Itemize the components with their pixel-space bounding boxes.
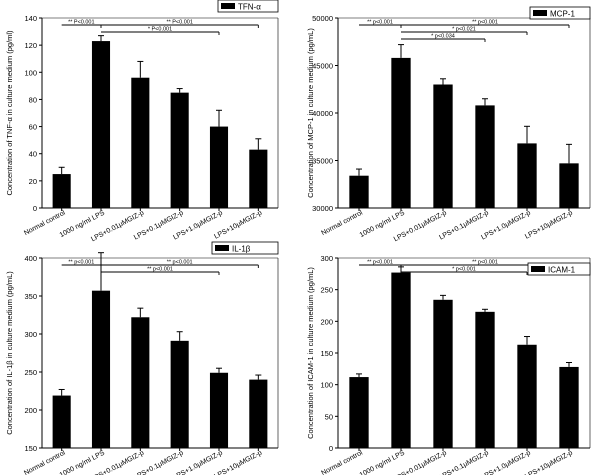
significance-label: ** P<0.001 [166,20,192,26]
x-tick-label: LPS+10μMGIZ-p [524,210,574,241]
bar [131,77,150,208]
significance-label: ** p<0.001 [147,267,173,273]
bar [559,366,579,448]
bar [349,175,369,208]
y-tick-label: 300 [320,254,333,263]
chart-panel-2: 150 200 250 300 350 400 Concentration of IL-1β… [5,241,279,475]
y-tick-label: 200 [24,406,37,415]
bar [131,317,150,448]
bar [475,311,495,448]
y-tick-label: 200 [320,317,333,326]
significance-label: ** P<0.001 [68,20,94,26]
significance-label: * p<0.021 [452,27,476,33]
legend-label: TFN-α [238,3,261,12]
y-tick-label: 40 [29,150,37,159]
y-tick-label: 20 [29,177,37,186]
bar [209,372,229,448]
bar [249,379,268,448]
y-tick-label: 120 [24,41,37,50]
bar [391,272,411,448]
y-tick-label: 80 [29,95,37,104]
bar [52,174,71,208]
bar [433,299,453,448]
y-tick-label: 60 [29,123,37,132]
y-tick-label: 0 [329,444,333,453]
legend-label: ICAM-1 [548,266,576,275]
legend-swatch [531,266,545,272]
legend-label: IL-1β [232,245,251,254]
x-tick-label: Normal control [320,449,364,475]
x-tick-label: 1000 ng/ml LPS [59,449,107,475]
y-tick-label: 0 [33,204,37,213]
significance-label: * P<0.001 [148,27,172,33]
legend-swatch [533,10,547,16]
x-tick-label: LPS+10μMGIZ-p [524,450,574,475]
y-tick-label: 100 [24,68,37,77]
significance-label: * p<0.034 [431,34,455,40]
bar [433,84,453,208]
significance-label: ** p<0.001 [167,260,193,266]
bar [91,290,111,448]
y-tick-label: 400 [24,254,37,263]
y-tick-label: 40000 [312,109,333,118]
bar [91,41,111,209]
y-tick-label: 150 [320,349,333,358]
x-tick-label: 1000 ng/ml LPS [359,449,407,475]
y-tick-label: 100 [320,381,333,390]
bar [475,105,495,208]
chart-panel-1: 30000 35000 40000 45000 50000 Concentration o… [306,6,591,243]
bar [170,340,189,448]
legend-swatch [221,3,235,9]
bar [391,57,411,209]
bar [170,92,189,208]
y-tick-label: 150 [24,444,37,453]
y-axis-label: Concentration of MCP-1 in culture medium… [306,28,315,198]
significance-label: ** p<0.001 [68,260,94,266]
y-axis-label: Concentration of TNF-α in culture medium… [5,30,14,196]
significance-label: ** p<0.001 [472,260,498,266]
significance-label: ** p<0.001 [367,20,393,26]
chart-panel-3: 0 50 100 150 200 250 300 Concentration of ICAM-… [306,254,591,475]
legend-label: MCP-1 [550,10,575,19]
chart-panel-0: 0 20 40 60 80 100 120 140 Concentration of TNF-α… [5,0,279,243]
legend-swatch [215,245,229,251]
bar [559,163,579,208]
y-tick-label: 50000 [312,14,333,23]
y-tick-label: 300 [24,330,37,339]
y-tick-label: 45000 [312,62,333,71]
y-tick-label: 250 [320,286,333,295]
significance-label: * p<0.001 [452,267,476,273]
y-tick-label: 35000 [312,157,333,166]
bar [517,344,537,448]
y-axis-label: Concentration of ICAM-1 in culture mediu… [306,267,315,439]
bar [517,143,537,208]
bar [349,377,369,448]
y-tick-label: 30000 [312,204,333,213]
significance-label: ** p<0.001 [367,260,393,266]
y-tick-label: 350 [24,292,37,301]
bar [52,395,71,448]
y-tick-label: 140 [24,14,37,23]
y-tick-label: 250 [24,368,37,377]
bar [209,126,229,208]
y-axis-label: Concentration of IL-1β in culture medium… [5,271,14,435]
significance-label: ** p<0.001 [472,20,498,26]
y-tick-label: 50 [325,412,333,421]
bar [249,149,268,208]
